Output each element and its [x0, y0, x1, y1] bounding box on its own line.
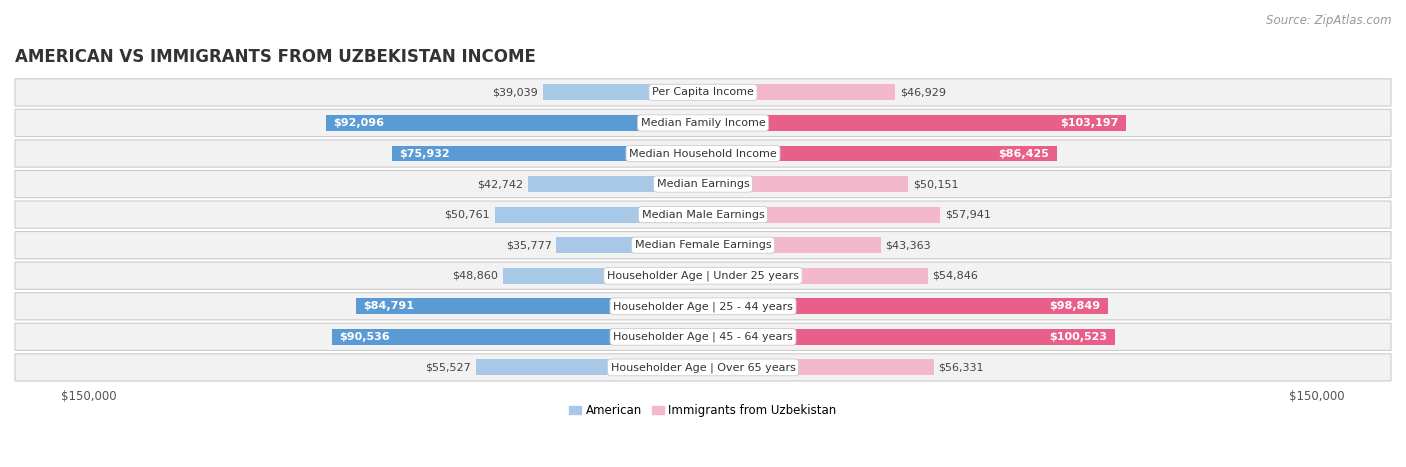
FancyBboxPatch shape — [15, 323, 1391, 350]
Bar — [326, 115, 703, 131]
FancyBboxPatch shape — [15, 262, 1391, 290]
Text: Householder Age | Under 25 years: Householder Age | Under 25 years — [607, 270, 799, 281]
Text: $57,941: $57,941 — [945, 210, 991, 219]
FancyBboxPatch shape — [15, 201, 1391, 228]
Bar — [703, 360, 934, 375]
FancyBboxPatch shape — [15, 170, 1391, 198]
Bar — [503, 268, 703, 283]
Text: $56,331: $56,331 — [939, 362, 984, 372]
Text: $54,846: $54,846 — [932, 271, 979, 281]
Bar — [703, 176, 908, 192]
Text: Householder Age | Over 65 years: Householder Age | Over 65 years — [610, 362, 796, 373]
Bar — [543, 85, 703, 100]
Text: $46,929: $46,929 — [900, 87, 946, 98]
FancyBboxPatch shape — [15, 140, 1391, 167]
Bar — [557, 237, 703, 253]
Text: Householder Age | 45 - 64 years: Householder Age | 45 - 64 years — [613, 332, 793, 342]
Text: Median Male Earnings: Median Male Earnings — [641, 210, 765, 219]
Bar — [356, 298, 703, 314]
Text: $84,791: $84,791 — [363, 301, 415, 311]
Text: $55,527: $55,527 — [425, 362, 471, 372]
Text: Householder Age | 25 - 44 years: Householder Age | 25 - 44 years — [613, 301, 793, 311]
Text: $42,742: $42,742 — [477, 179, 523, 189]
Text: $50,151: $50,151 — [914, 179, 959, 189]
FancyBboxPatch shape — [15, 232, 1391, 259]
FancyBboxPatch shape — [15, 354, 1391, 381]
Text: $50,761: $50,761 — [444, 210, 491, 219]
Text: $100,523: $100,523 — [1049, 332, 1108, 342]
Text: $39,039: $39,039 — [492, 87, 538, 98]
Text: Median Earnings: Median Earnings — [657, 179, 749, 189]
Text: $98,849: $98,849 — [1049, 301, 1101, 311]
Bar — [703, 146, 1057, 162]
Text: Median Household Income: Median Household Income — [628, 149, 778, 158]
Text: $75,932: $75,932 — [399, 149, 450, 158]
Text: $92,096: $92,096 — [333, 118, 384, 128]
Bar — [703, 268, 928, 283]
Bar — [703, 298, 1108, 314]
Bar — [703, 85, 896, 100]
Text: Median Female Earnings: Median Female Earnings — [634, 240, 772, 250]
Bar — [529, 176, 703, 192]
Bar — [703, 115, 1126, 131]
Bar — [495, 207, 703, 223]
Legend: American, Immigrants from Uzbekistan: American, Immigrants from Uzbekistan — [565, 399, 841, 422]
Bar — [332, 329, 703, 345]
Bar — [392, 146, 703, 162]
Text: Source: ZipAtlas.com: Source: ZipAtlas.com — [1267, 14, 1392, 27]
Text: $86,425: $86,425 — [998, 149, 1049, 158]
Text: Median Family Income: Median Family Income — [641, 118, 765, 128]
Text: $48,860: $48,860 — [453, 271, 498, 281]
FancyBboxPatch shape — [15, 109, 1391, 136]
Bar — [703, 329, 1115, 345]
Text: Per Capita Income: Per Capita Income — [652, 87, 754, 98]
Text: $43,363: $43,363 — [886, 240, 931, 250]
Text: $103,197: $103,197 — [1060, 118, 1118, 128]
Text: $90,536: $90,536 — [340, 332, 391, 342]
Bar — [703, 237, 880, 253]
Text: $35,777: $35,777 — [506, 240, 551, 250]
Text: AMERICAN VS IMMIGRANTS FROM UZBEKISTAN INCOME: AMERICAN VS IMMIGRANTS FROM UZBEKISTAN I… — [15, 48, 536, 66]
Bar — [475, 360, 703, 375]
FancyBboxPatch shape — [15, 79, 1391, 106]
Bar — [703, 207, 941, 223]
FancyBboxPatch shape — [15, 293, 1391, 320]
